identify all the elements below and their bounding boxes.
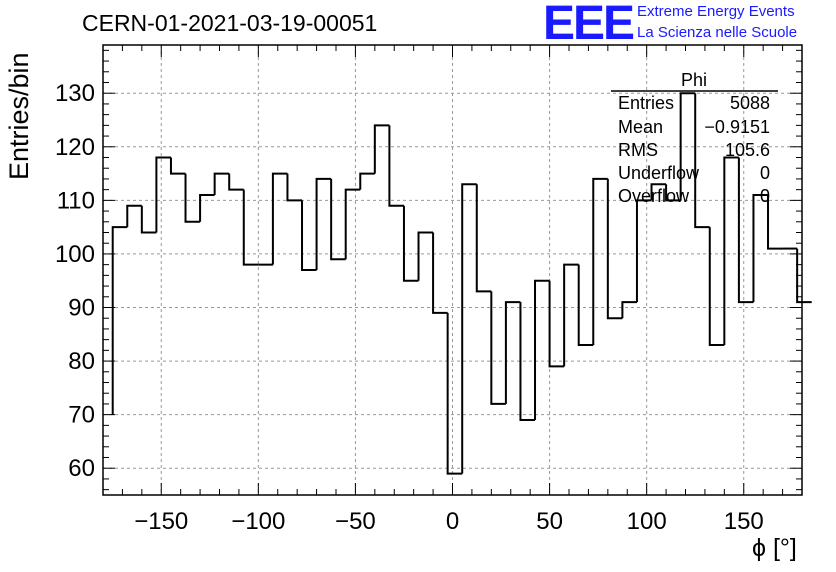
histogram-bin: [650, 183, 667, 201]
stats-title: Phi: [618, 70, 770, 91]
stats-value: −0.9151: [704, 117, 770, 137]
histogram-bin: [315, 177, 332, 270]
histogram-bin: [563, 263, 579, 367]
x-tick-label: −100: [231, 508, 285, 535]
histogram-bin: [577, 264, 594, 346]
histogram-bin: [402, 205, 419, 282]
tick-labels: −150 −100 −50 0 50 100 150 60 70 80 90 100 110 120 130: [55, 80, 764, 535]
histogram-bin: [286, 173, 303, 202]
x-tick-label: 100: [627, 508, 667, 535]
histogram-bin: [592, 177, 608, 345]
histogram-bin: [242, 189, 259, 266]
y-tick-label: 130: [55, 80, 95, 107]
histogram-bin: [373, 124, 390, 174]
histogram-bin: [606, 178, 623, 320]
x-tick-label: −150: [134, 508, 188, 535]
y-tick-label: 110: [57, 187, 95, 214]
histogram-bars: [111, 92, 812, 475]
histogram-bin: [767, 195, 783, 250]
histogram-bin: [184, 173, 201, 223]
histogram-bin: [344, 188, 361, 260]
x-axis-label: ϕ [°]: [752, 534, 797, 562]
histogram-bin: [155, 156, 171, 233]
stats-value: 0: [759, 163, 770, 183]
eee-logo: EEE: [543, 0, 635, 50]
stats-name: Phi: [680, 70, 707, 90]
histogram-bin: [359, 172, 375, 190]
histogram-bin: [140, 205, 157, 234]
stats-value: 105.6: [724, 140, 770, 160]
histogram-bin: [519, 302, 536, 421]
histogram-bin: [271, 172, 288, 265]
x-tick-label: −50: [335, 508, 376, 535]
histogram-bin: [330, 178, 346, 261]
stats-value: 0: [759, 186, 770, 206]
y-tick-label: 80: [68, 348, 95, 375]
histogram-bin: [301, 200, 317, 271]
histogram-bin: [534, 279, 550, 420]
x-tick-label: 0: [446, 508, 459, 535]
y-tick-label: 90: [68, 295, 95, 322]
histogram-bin: [461, 183, 477, 474]
histogram-bin: [169, 157, 186, 175]
histogram-bin: [111, 226, 128, 415]
histogram-bin: [796, 248, 812, 304]
y-tick-label: 60: [68, 455, 95, 482]
grid: [103, 45, 802, 495]
x-tick-label: 150: [724, 508, 764, 535]
histogram-bin: [446, 312, 463, 475]
histogram-bin: [213, 172, 230, 195]
histogram-bin: [621, 301, 637, 319]
histogram-bin: [490, 291, 506, 405]
stats-key: Entries: [618, 93, 675, 113]
histogram-bin: [737, 157, 754, 304]
histogram-bin: [694, 93, 710, 229]
histogram-bin: [548, 280, 565, 368]
stats-key: Underflow: [618, 163, 700, 183]
x-tick-label: 50: [536, 508, 563, 535]
histogram-bin: [635, 199, 652, 303]
histogram-bin: [126, 204, 142, 228]
histogram-bin: [723, 156, 739, 345]
logo-line-2: La Scienza nelle Scuole: [637, 24, 798, 41]
histogram-bin: [475, 184, 492, 293]
y-tick-label: 100: [55, 241, 95, 268]
histogram-bin: [228, 173, 244, 191]
stats-key: RMS: [618, 140, 658, 160]
y-axis-label: Entries/bin: [4, 52, 34, 180]
y-tick-label: 120: [55, 134, 95, 161]
histogram-bin: [708, 227, 725, 346]
histogram-bin: [199, 194, 215, 222]
histogram-bin: [504, 301, 521, 404]
stats-key: Overflow: [618, 186, 690, 206]
chart-title: CERN-01-2021-03-19-00051: [82, 10, 378, 36]
stats-key: Mean: [618, 117, 664, 137]
axes: [102, 44, 803, 496]
histogram-bin: [388, 125, 404, 207]
histogram-bin: [665, 184, 681, 202]
y-tick-label: 70: [68, 402, 95, 429]
stats-value: 5088: [729, 93, 770, 113]
histogram-bin: [752, 194, 769, 303]
histogram-bin: [417, 231, 434, 281]
histogram-bin: [679, 92, 696, 201]
histogram-bin: [432, 232, 448, 314]
logo-line-1: Extreme Energy Events: [637, 3, 795, 20]
